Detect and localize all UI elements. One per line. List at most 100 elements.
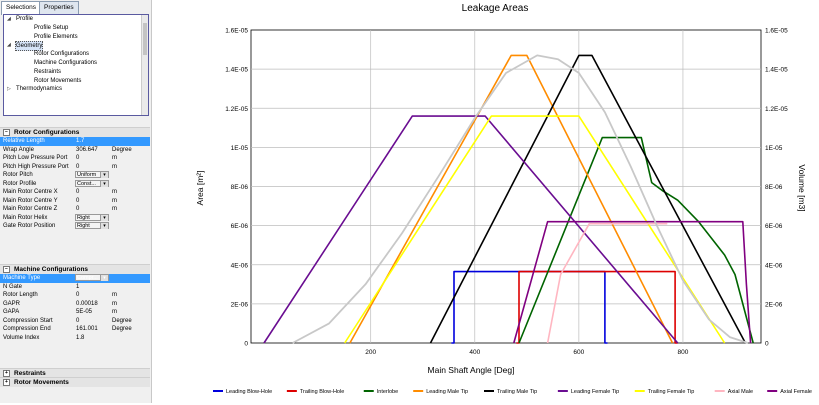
combobox-value: Right [77,223,90,229]
property-combobox[interactable]: Const... ▾ [75,179,109,187]
property-row[interactable]: Gate Rotor Position Right ▾ [0,222,150,231]
property-value[interactable]: 0 [76,292,80,298]
property-name: Main Rotor Centre Z [3,206,58,212]
tab-selections[interactable]: Selections [1,1,41,15]
property-value[interactable]: 5E-05 [76,309,93,315]
series-line-interlobe [518,136,754,344]
property-unit: m [112,197,117,204]
property-value[interactable]: 306.647 [76,146,98,153]
legend-item: Leading Female Tip [557,389,619,395]
property-row[interactable]: N Gate 1 [0,283,150,292]
leakage-chart: Leakage Areas 0 0 2E-06 2E-06 4E-06 4E-06 6E-0… [155,0,819,403]
series-line-leading-male-tip [349,54,674,344]
section-rotor-configurations[interactable]: − Rotor Configurations [0,127,150,137]
section-title: Rotor Configurations [14,129,80,136]
legend-label: Leading Female Tip [571,389,619,395]
property-value[interactable]: 0 [76,189,80,195]
property-row[interactable]: Main Rotor Helix Right ▾ [0,213,150,223]
dropdown-arrow-icon[interactable]: ▾ [100,223,108,229]
property-name: Rotor Length [3,292,38,298]
property-row[interactable]: GAPA 5E-05 m [0,308,150,317]
combobox-value: Compr... [77,275,98,281]
property-value[interactable]: 0 [76,197,80,204]
property-row[interactable]: Main Rotor Centre X 0 m [0,188,150,197]
dropdown-arrow-icon[interactable]: ▾ [100,214,108,221]
section-rotor-movements[interactable]: + Rotor Movements [0,377,150,387]
y2-tick-label: 1.6E-05 [765,28,788,35]
property-row[interactable]: Main Rotor Centre Z 0 m [0,205,150,214]
section-machine-configurations[interactable]: − Machine Configurations [0,264,150,274]
property-row[interactable]: Compression Start 0 Degree [0,317,150,326]
collapse-icon[interactable]: ◢ [7,16,11,22]
y-tick-label: 0 [244,341,248,348]
tree-item-rotor-configurations[interactable]: Rotor Configurations [34,51,90,57]
property-row[interactable]: Main Rotor Centre Y 0 m [0,197,150,206]
expand-section-icon[interactable]: + [3,378,10,386]
property-row[interactable]: Compression End 161.001 Degree [0,325,150,334]
expand-section-icon[interactable]: + [3,369,10,377]
tab-properties[interactable]: Properties [39,1,79,14]
legend-label: Trailing Blow-Hole [300,389,344,395]
property-combobox[interactable]: Uniform ▾ [75,171,109,178]
property-row[interactable]: Volume Index 1.8 [0,334,150,343]
property-value[interactable]: 0.00018 [76,300,98,307]
tree-item-profile-elements[interactable]: Profile Elements [34,34,78,40]
collapse-section-icon[interactable]: − [3,128,10,136]
property-value[interactable]: 1.8 [76,334,85,341]
collapse-icon[interactable]: ◢ [7,42,11,48]
dropdown-arrow-icon[interactable]: ▾ [100,180,108,187]
property-unit: m [112,189,117,195]
property-row[interactable]: Rotor Profile Const... ▾ [0,179,150,189]
property-value[interactable]: 1.7 [76,138,85,144]
property-combobox[interactable]: Compr... ▾ [75,274,109,281]
expand-icon[interactable]: ▷ [7,86,11,92]
property-name: Volume Index [3,334,40,341]
y-tick-label: 1E-05 [231,145,249,152]
property-value[interactable]: 0 [76,317,80,324]
tree-scrollbar[interactable] [141,15,148,115]
property-name: Main Rotor Centre Y [3,197,58,204]
legend-item: Trailing Blow-Hole [286,389,344,395]
series-line-volume-curve [292,54,749,344]
property-unit: m [112,300,117,307]
property-value[interactable]: 1 [76,283,80,290]
property-row[interactable]: Wrap Angle 306.647 Degree [0,146,150,155]
property-row[interactable]: Pitch Low Pressure Port 0 m [0,154,150,163]
y-tick-label: 6E-06 [231,223,249,230]
property-row[interactable]: Machine Type Compr... ▾ [0,274,150,283]
collapse-section-icon[interactable]: − [3,265,10,273]
y2-axis-label: Volume [m3] [797,164,807,211]
tree-item-geometry[interactable]: Geometry [15,41,44,51]
y2-tick-label: 0 [765,341,769,348]
property-row[interactable]: GAPR 0.00018 m [0,300,150,309]
dropdown-arrow-icon[interactable]: ▾ [100,172,108,178]
property-value[interactable]: 0 [76,206,80,212]
scroll-thumb[interactable] [143,23,147,55]
property-value[interactable]: 161.001 [76,326,98,332]
property-row[interactable]: Rotor Pitch Uniform ▾ [0,171,150,180]
property-row[interactable]: Relative Length 1.7 [0,137,150,146]
property-row[interactable]: Rotor Length 0 m [0,291,150,300]
property-row[interactable]: Pitch High Pressure Port 0 m [0,163,150,172]
dropdown-arrow-icon[interactable]: ▾ [100,275,108,281]
property-combobox[interactable]: Right ▾ [75,213,109,221]
tree-item-restraints[interactable]: Restraints [34,69,62,75]
section-restraints[interactable]: + Restraints [0,368,150,378]
tree-item-profile-setup[interactable]: Profile Setup [34,25,69,31]
legend-label: Leading Blow-Hole [226,389,272,395]
property-name: Pitch Low Pressure Port [3,155,68,161]
tree-item-machine-configurations[interactable]: Machine Configurations [34,60,98,66]
x-tick-label: 800 [678,349,689,356]
property-value[interactable]: 0 [76,155,80,161]
property-combobox[interactable]: Right ▾ [75,222,109,229]
tree-item-thermodynamics[interactable]: Thermodynamics [16,86,63,92]
tree-item-rotor-movements[interactable]: Rotor Movements [34,78,82,84]
series-line-leading-female-tip [263,115,679,344]
property-name: Compression End [3,326,51,332]
tree-item-profile[interactable]: Profile [16,16,34,22]
x-axis-label: Main Shaft Angle [Deg] [428,365,515,375]
y-tick-label: 1.2E-05 [225,106,248,113]
property-value[interactable]: 0 [76,163,80,170]
property-unit: Degree [112,317,132,324]
y2-tick-label: 4E-06 [765,262,783,269]
